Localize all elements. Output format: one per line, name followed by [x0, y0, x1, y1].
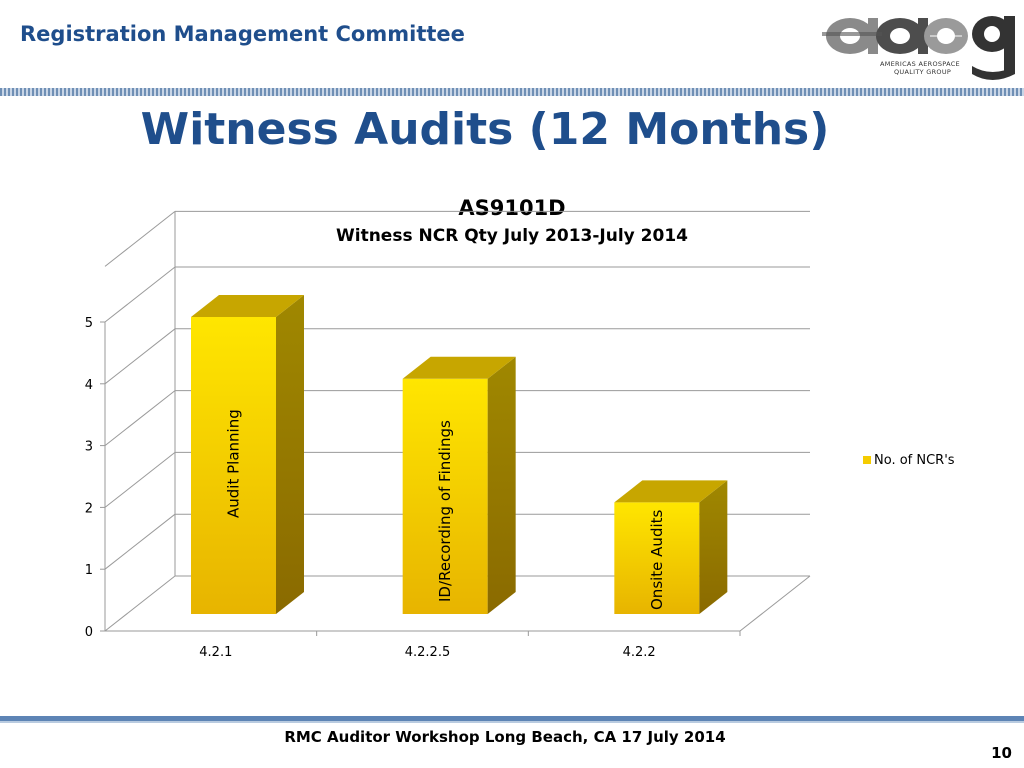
gridline-side: [104, 328, 176, 385]
y-tick-label: 5: [85, 316, 93, 331]
gridline-side: [104, 575, 176, 632]
header-divider: [0, 88, 1024, 96]
footer-divider: [0, 716, 1024, 721]
gridline-side: [104, 390, 176, 446]
bar-side: [699, 480, 728, 614]
aaqg-logo-graphic: [822, 16, 1015, 80]
bar-top: [402, 356, 516, 379]
y-tick-label: 1: [85, 563, 93, 578]
bar-side: [487, 356, 516, 614]
aaqg-logo: [820, 6, 1020, 84]
bar-front: [191, 317, 276, 614]
legend-swatch: [863, 456, 871, 464]
slide-title: Witness Audits (12 Months): [140, 104, 830, 155]
gridline-side: [104, 452, 176, 508]
bar-data-label: Audit Planning: [225, 409, 243, 518]
x-tick-label: 4.2.2: [623, 645, 656, 660]
y-tick-label: 4: [85, 378, 93, 393]
bar-top: [614, 480, 728, 503]
floor-right-edge: [739, 575, 811, 632]
y-tick-label: 0: [85, 625, 93, 640]
x-tick-label: 4.2.1: [199, 645, 232, 660]
footer-divider-light: [0, 721, 1024, 723]
gridline-side: [104, 513, 176, 570]
y-tick-label: 2: [85, 501, 93, 516]
gridline-side: [104, 266, 176, 323]
bar-front: [614, 502, 700, 614]
chart-title: AS9101D: [458, 196, 566, 220]
x-tick-label: 4.2.2.5: [405, 645, 450, 660]
bar-data-label: Onsite Audits: [648, 509, 666, 610]
bar-top: [191, 295, 304, 317]
gridline-side: [104, 210, 176, 267]
y-tick-label: 3: [85, 440, 93, 455]
logo-subtitle-line1: AMERICAS AEROSPACE: [880, 60, 960, 68]
bar-front: [402, 378, 488, 614]
footer-text: RMC Auditor Workshop Long Beach, CA 17 J…: [284, 728, 726, 746]
bar-data-label: ID/Recording of Findings: [436, 420, 454, 602]
bar-side: [276, 295, 304, 614]
chart-subtitle: Witness NCR Qty July 2013-July 2014: [336, 226, 688, 246]
page-number: 10: [991, 744, 1012, 762]
header-title: Registration Management Committee: [20, 22, 465, 46]
logo-subtitle-line2: QUALITY GROUP: [894, 68, 952, 76]
legend-label: No. of NCR's: [874, 453, 955, 468]
logo-subtitle: AMERICAS AEROSPACE QUALITY GROUP: [880, 60, 960, 76]
